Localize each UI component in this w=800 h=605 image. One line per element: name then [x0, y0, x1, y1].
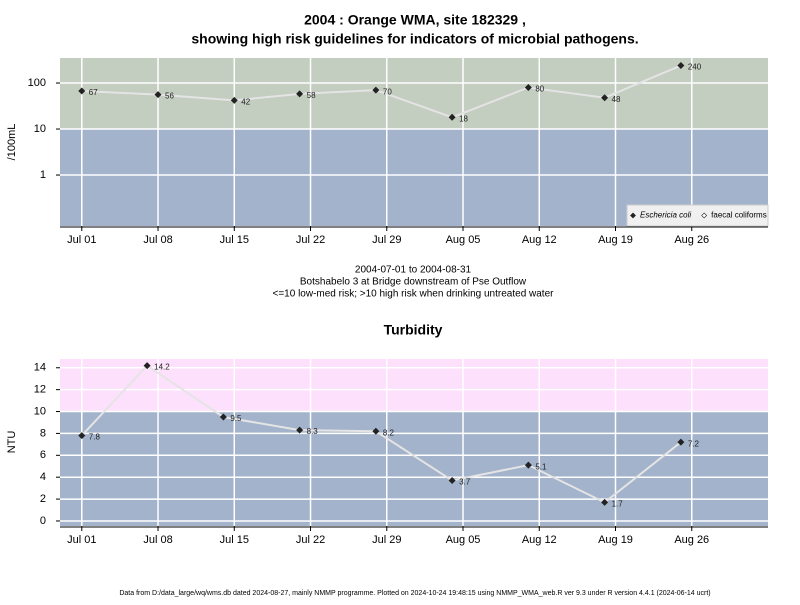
data-point	[372, 86, 380, 94]
data-point	[448, 113, 456, 121]
subtitle: 2004-07-01 to 2004-08-31	[355, 265, 472, 276]
data-label: 7.8	[89, 433, 101, 442]
data-label: 56	[165, 92, 174, 101]
x-tick-label: Aug 05	[446, 234, 481, 246]
x-tick-label: Jul 01	[67, 534, 96, 546]
data-point	[524, 83, 532, 91]
data-point	[601, 498, 609, 506]
data-point	[78, 87, 86, 95]
subtitle: <=10 low-med risk; >10 high risk when dr…	[273, 289, 555, 300]
legend-label: faecal coliforms	[711, 211, 767, 220]
y-tick-label: 10	[34, 405, 46, 417]
legend: Eschericia coli faecal coliforms	[626, 204, 769, 227]
data-label: 3.7	[459, 478, 471, 487]
y-axis-label: /100mL	[6, 124, 18, 161]
data-point	[601, 94, 609, 102]
data-point	[219, 413, 227, 421]
x-tick-label: Jul 08	[143, 234, 172, 246]
data-point	[230, 96, 238, 104]
x-tick-label: Jul 29	[372, 234, 401, 246]
y-tick-label: 4	[40, 471, 46, 483]
x-tick-label: Jul 15	[220, 534, 249, 546]
x-tick-label: Aug 12	[522, 534, 557, 546]
data-label: 58	[307, 91, 316, 100]
data-label: 9.5	[230, 414, 242, 423]
data-label: 70	[383, 87, 392, 96]
y-tick-label: 1	[40, 169, 46, 181]
footer: Data from D:/data_large/wq/wms.db dated …	[119, 590, 710, 597]
low-risk-band	[60, 411, 768, 526]
y-tick-label: 14	[34, 362, 46, 374]
data-point	[677, 438, 685, 446]
y-tick-label: 100	[28, 77, 46, 89]
x-tick-label: Aug 19	[598, 534, 633, 546]
legend-marker	[630, 212, 636, 219]
x-tick-label: Jul 15	[220, 234, 249, 246]
x-tick-label: Aug 19	[598, 234, 633, 246]
legend-box	[626, 204, 769, 227]
data-point	[677, 62, 685, 70]
y-tick-label: 2	[40, 493, 46, 505]
data-label: 5.1	[535, 462, 547, 471]
chart-title: 2004 : Orange WMA, site 182329 ,	[304, 12, 526, 28]
x-tick-label: Aug 05	[446, 534, 481, 546]
data-point	[143, 362, 151, 370]
y-axis-label: NTU	[6, 431, 18, 454]
data-label: 14.2	[154, 363, 170, 372]
legend-marker	[701, 212, 708, 219]
data-label: 48	[612, 95, 621, 104]
subtitle: Botshabelo 3 at Bridge downstream of Pse…	[300, 277, 527, 288]
x-tick-label: Jul 29	[372, 534, 401, 546]
y-tick-label: 8	[40, 427, 46, 439]
chart-title: showing high risk guidelines for indicat…	[191, 31, 638, 47]
data-point	[524, 461, 532, 469]
data-label: 8.3	[307, 427, 319, 436]
legend-label: Eschericia coli	[640, 211, 691, 220]
data-label: 80	[535, 85, 544, 94]
data-label: 240	[688, 63, 702, 72]
y-tick-label: 0	[40, 515, 46, 527]
chart-title: Turbidity	[384, 322, 443, 338]
data-label: 8.2	[383, 428, 395, 437]
x-tick-label: Aug 26	[674, 534, 709, 546]
data-point	[154, 91, 162, 99]
y-tick-label: 12	[34, 384, 46, 396]
x-tick-label: Jul 22	[296, 234, 325, 246]
high-risk-band	[60, 58, 768, 130]
x-tick-label: Aug 12	[522, 234, 557, 246]
y-tick-label: 10	[34, 123, 46, 135]
data-label: 42	[241, 97, 250, 106]
data-point	[78, 432, 86, 440]
data-label: 18	[459, 114, 468, 123]
y-tick-label: 6	[40, 449, 46, 461]
data-label: 7.2	[688, 439, 700, 448]
data-label: 1.7	[612, 499, 624, 508]
data-point	[296, 426, 304, 434]
x-tick-label: Jul 08	[143, 534, 172, 546]
x-tick-label: Jul 22	[296, 534, 325, 546]
data-point	[448, 476, 456, 484]
x-tick-label: Jul 01	[67, 234, 96, 246]
data-point	[296, 90, 304, 98]
data-label: 67	[89, 88, 98, 97]
data-point	[372, 427, 380, 435]
x-tick-label: Aug 26	[674, 234, 709, 246]
